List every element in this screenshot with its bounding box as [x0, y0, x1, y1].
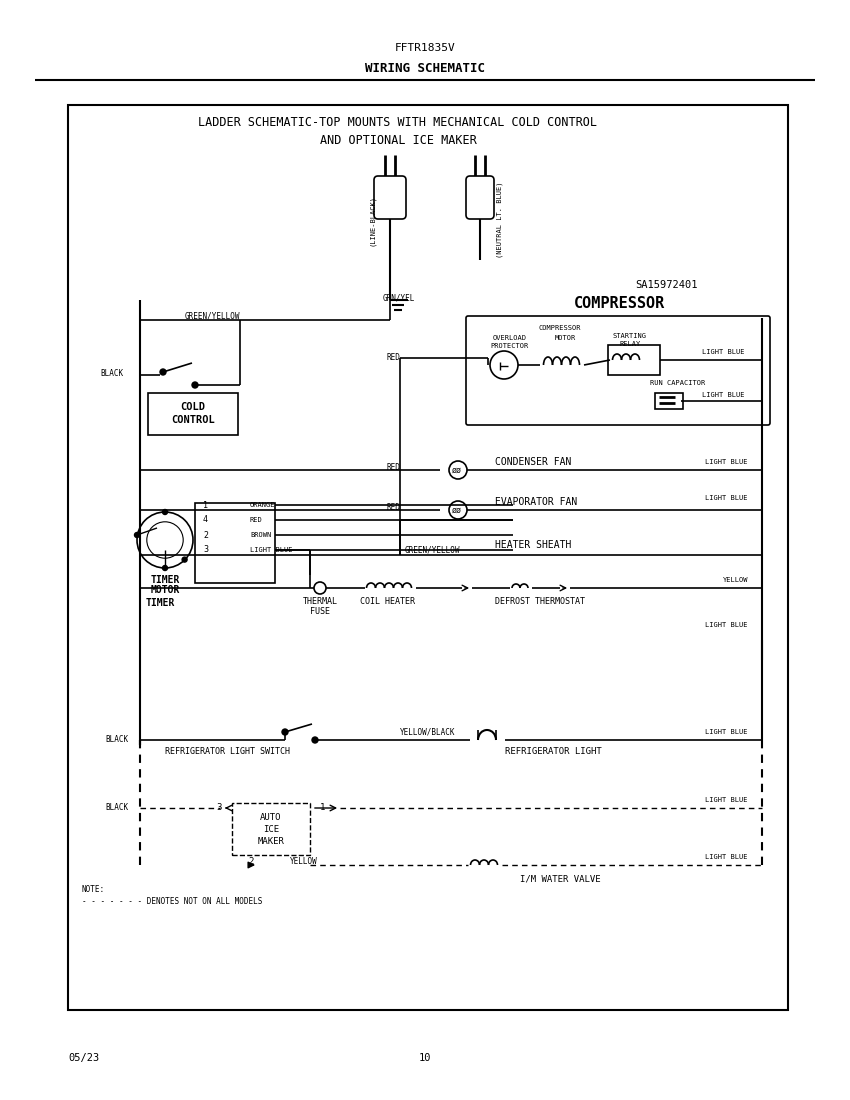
- Text: 3: 3: [217, 803, 222, 813]
- Text: HEATER SHEATH: HEATER SHEATH: [495, 540, 571, 550]
- Text: GRN/YEL: GRN/YEL: [382, 294, 415, 302]
- Text: LIGHT BLUE: LIGHT BLUE: [706, 459, 748, 465]
- Text: øø: øø: [452, 465, 462, 474]
- Text: (NEUTRAL LT. BLUE): (NEUTRAL LT. BLUE): [496, 182, 503, 258]
- Text: COMPRESSOR: COMPRESSOR: [539, 324, 581, 331]
- Text: RELAY: RELAY: [620, 341, 641, 346]
- Text: YELLOW/BLACK: YELLOW/BLACK: [400, 727, 456, 737]
- Text: REFRIGERATOR LIGHT SWITCH: REFRIGERATOR LIGHT SWITCH: [165, 748, 290, 757]
- Text: MOTOR: MOTOR: [554, 336, 575, 341]
- Text: STARTING: STARTING: [613, 333, 647, 339]
- Text: THERMAL: THERMAL: [303, 597, 337, 606]
- Circle shape: [490, 351, 518, 380]
- Text: (LINE-BLACK): (LINE-BLACK): [369, 195, 375, 245]
- Text: BLACK: BLACK: [105, 803, 128, 813]
- Circle shape: [449, 500, 467, 519]
- Text: 2: 2: [203, 530, 208, 539]
- Text: LIGHT BLUE: LIGHT BLUE: [250, 547, 292, 553]
- Text: GREEN/YELLOW: GREEN/YELLOW: [405, 546, 461, 554]
- Text: 3: 3: [203, 546, 208, 554]
- Text: RED: RED: [250, 517, 263, 522]
- Text: AND OPTIONAL ICE MAKER: AND OPTIONAL ICE MAKER: [320, 133, 476, 146]
- Text: LIGHT BLUE: LIGHT BLUE: [702, 349, 745, 355]
- Text: LIGHT BLUE: LIGHT BLUE: [706, 854, 748, 860]
- Text: RED: RED: [386, 504, 400, 513]
- Text: COIL HEATER: COIL HEATER: [360, 597, 416, 606]
- Text: AUTO: AUTO: [260, 814, 281, 823]
- Text: RED: RED: [386, 463, 400, 473]
- Bar: [68, 104, 788, 1010]
- Text: BROWN: BROWN: [250, 532, 271, 538]
- Circle shape: [162, 509, 167, 515]
- Text: PROTECTOR: PROTECTOR: [490, 343, 529, 349]
- Text: WIRING SCHEMATIC: WIRING SCHEMATIC: [365, 62, 485, 75]
- Text: LIGHT BLUE: LIGHT BLUE: [706, 729, 748, 735]
- Bar: [232, 803, 310, 855]
- Text: ORANGE: ORANGE: [250, 502, 275, 508]
- Text: FFTR1835V: FFTR1835V: [394, 43, 456, 53]
- Text: LADDER SCHEMATIC-TOP MOUNTS WITH MECHANICAL COLD CONTROL: LADDER SCHEMATIC-TOP MOUNTS WITH MECHANI…: [199, 117, 598, 130]
- Circle shape: [182, 557, 187, 562]
- Text: LIGHT BLUE: LIGHT BLUE: [706, 798, 748, 803]
- Circle shape: [312, 737, 318, 742]
- Text: COLD: COLD: [180, 402, 206, 412]
- Text: CONTROL: CONTROL: [171, 415, 215, 425]
- Text: BLACK: BLACK: [100, 370, 123, 378]
- Text: 1: 1: [203, 500, 208, 509]
- Text: TIMER: TIMER: [145, 598, 175, 608]
- Text: 1: 1: [320, 803, 326, 813]
- Circle shape: [160, 368, 166, 375]
- FancyBboxPatch shape: [466, 176, 494, 219]
- Circle shape: [449, 461, 467, 478]
- Text: øø: øø: [452, 506, 462, 515]
- Text: FUSE: FUSE: [310, 606, 330, 616]
- Text: DEFROST THERMOSTAT: DEFROST THERMOSTAT: [495, 597, 585, 606]
- Text: 2: 2: [248, 858, 253, 867]
- Bar: [195, 503, 275, 583]
- Text: I/M WATER VALVE: I/M WATER VALVE: [520, 874, 601, 883]
- Text: MOTOR: MOTOR: [150, 585, 179, 595]
- Circle shape: [134, 532, 139, 538]
- Text: RUN CAPACITOR: RUN CAPACITOR: [650, 379, 706, 386]
- Circle shape: [147, 521, 184, 558]
- Text: COMPRESSOR: COMPRESSOR: [575, 296, 666, 310]
- Text: 10: 10: [419, 1053, 431, 1063]
- Text: EVAPORATOR FAN: EVAPORATOR FAN: [495, 497, 577, 507]
- Text: BLACK: BLACK: [105, 736, 128, 745]
- Text: MAKER: MAKER: [258, 837, 285, 847]
- Text: 4: 4: [203, 516, 208, 525]
- Text: 05/23: 05/23: [68, 1053, 99, 1063]
- Circle shape: [314, 582, 326, 594]
- Text: NOTE:: NOTE:: [82, 886, 105, 894]
- Text: YELLOW: YELLOW: [290, 858, 318, 867]
- Text: REFRIGERATOR LIGHT: REFRIGERATOR LIGHT: [505, 748, 602, 757]
- Text: SA15972401: SA15972401: [635, 280, 698, 290]
- Text: TIMER: TIMER: [150, 575, 179, 585]
- Text: YELLOW: YELLOW: [722, 578, 748, 583]
- Bar: [148, 393, 238, 434]
- Text: - - - - - - - DENOTES NOT ON ALL MODELS: - - - - - - - DENOTES NOT ON ALL MODELS: [82, 896, 263, 905]
- Bar: [608, 345, 660, 375]
- Text: LIGHT BLUE: LIGHT BLUE: [706, 621, 748, 628]
- Text: OVERLOAD: OVERLOAD: [493, 336, 527, 341]
- Circle shape: [137, 512, 193, 568]
- Circle shape: [282, 729, 288, 735]
- Text: CONDENSER FAN: CONDENSER FAN: [495, 456, 571, 468]
- FancyBboxPatch shape: [374, 176, 406, 219]
- Bar: [655, 393, 683, 409]
- Text: LIGHT BLUE: LIGHT BLUE: [702, 392, 745, 398]
- Circle shape: [192, 382, 198, 388]
- FancyBboxPatch shape: [466, 316, 770, 425]
- Circle shape: [162, 565, 167, 571]
- Text: RED: RED: [386, 353, 400, 363]
- Text: ICE: ICE: [263, 825, 279, 835]
- Text: GREEN/YELLOW: GREEN/YELLOW: [185, 311, 241, 320]
- Text: LIGHT BLUE: LIGHT BLUE: [706, 495, 748, 500]
